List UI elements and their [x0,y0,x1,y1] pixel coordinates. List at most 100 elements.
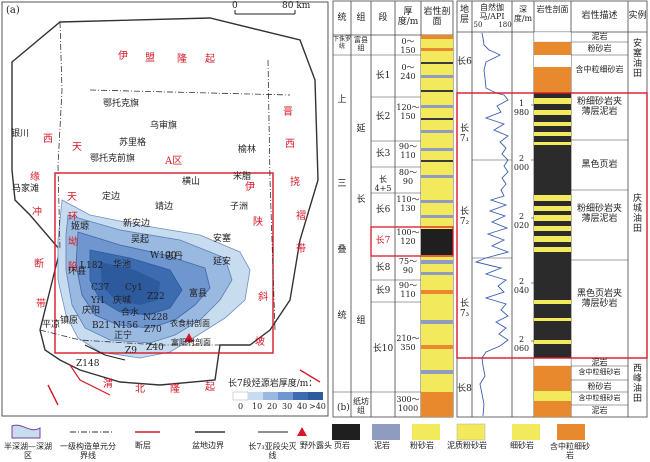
place-zizhou: 子洲 [230,202,249,212]
b-thick-c6: 110～130 [396,195,420,213]
place-qingyang: 庆阳 [82,306,101,316]
legend-fine-sandstone: 细砂岩 [510,441,534,450]
gr-log [474,32,510,417]
place-cy1: Cy1 [125,283,143,293]
legend-symbols [11,423,585,441]
place-yanan: 延安 [213,257,232,267]
legend-siltstone: 粉砂岩 [410,441,434,450]
legend-structural: 一级构造单元分界线 [60,442,116,461]
place-z148: Z148 [76,359,100,369]
place-zhengning: 正宁 [114,331,133,341]
weibei-4: 起 [205,382,215,393]
chongduan-1: 冲 [32,207,42,218]
place-yinchuan: 银川 [11,129,30,139]
c-desc-10: 含中粒细砂岩 [578,394,621,402]
place-jiyuan: 姬塬 [71,222,90,232]
colorbar-tick-0: 0 [238,402,244,411]
c-desc-0: 泥岩 [591,32,608,41]
c-depth-2040: 2 040 [513,277,530,295]
place-majiatan: 马家滩 [12,184,40,194]
tianhuan-3: 坳 [68,237,78,248]
c-depth-2000: 2 000 [513,154,530,172]
c-depth-2020: 2 020 [513,212,530,230]
place-zhenyuan: 镇原 [60,316,79,326]
map-panel-label: (a) [6,5,20,16]
place-etuokeqianqi: 鄂托克前旗 [90,154,136,164]
b-member-c3: 长3 [375,149,391,159]
place-z40: Z40 [146,343,164,353]
west-3: 缘 [30,172,40,183]
b-thick-c10: 210～350 [396,334,420,352]
place-wushenqi: 乌审旗 [150,121,178,131]
b-thick-c3: 90～110 [398,142,418,160]
c-gr-tick-180: 180 [498,21,512,29]
chongduan-2: 断 [34,259,44,270]
c-header-strata: 地层 [459,5,469,25]
place-l182: L182 [80,261,104,271]
place-wuqi: 吴起 [131,235,150,245]
b-series-die: 叠 [337,245,347,255]
scale-zero: 0 [232,1,238,11]
c-desc-8: 含中粒细砂岩 [578,368,621,376]
c-header-example: 实例 [628,11,647,21]
c-header-desc: 岩性描述 [581,11,618,21]
c-desc-3: 粉细砂岩夹薄层泥岩 [576,97,622,117]
b-thick-c1: 0～240 [400,63,416,81]
legend-pinchout: 长7₃亚段尖灭线 [248,442,297,461]
b-thick-zhifang: 300～1000 [396,395,420,413]
place-huachi: 华池 [113,260,132,270]
c-desc-1: 粉砂岩 [587,44,612,53]
place-qingcheng: 庆城 [113,296,132,306]
b-member-c2: 长2 [375,112,391,122]
place-z70: Z70 [144,325,162,335]
c-strata-c71: 长7₁ [459,124,470,144]
jinxi-3: 挠 [290,177,300,188]
weibei-1: 渭 [103,379,113,390]
legend-boundary: 盆地边界 [192,441,224,450]
place-yishicun: 衣食村剖面 [170,319,210,328]
place-etuokeqi: 鄂托克旗 [103,99,140,109]
panel-b: 统 组 段 厚度/m 岩性剖面 下侏罗统 上 三 叠 统 富县组 延 长 组 纸… [332,0,454,420]
b-thick-c9: 90～110 [398,281,418,299]
b-thick-c7: 100～120 [396,228,420,246]
tianhuan-1: 天 [67,192,77,203]
c-desc-6: 黑色页岩夹薄层砂岩 [576,289,622,309]
place-sulige: 苏里格 [119,138,147,148]
place-mizhi: 米脂 [233,172,252,182]
place-fuyangcun: 富阳村剖面 [171,338,211,347]
place-z9: Z9 [125,346,137,356]
b-member-c8: 长8 [375,263,391,273]
place-n228: N228 [143,313,169,323]
c-strata-c73: 长7₃ [459,299,470,319]
c-header-depth: 深度/m [513,5,533,23]
colorbar-tick-30: 30 [282,402,293,411]
weibei-2: 北 [135,384,145,395]
b-series-shang: 上 [337,95,347,105]
legend-outcrop: 野外露头 [300,441,332,450]
b-thick-c8: 75～90 [398,257,418,275]
place-b21: B21 [92,321,111,331]
b-form-fuxian: 富县组 [354,36,368,52]
scale-distance: 80 km [282,1,311,11]
b-member-c6: 长6 [375,205,391,215]
source-contour-5 [100,262,160,305]
place-yulin: 榆林 [238,145,257,155]
legend-mudstone: 泥岩 [374,441,390,450]
yimeng-3: 隆 [177,54,187,65]
b-member-c1: 长1 [375,71,391,81]
c-header-gr: 自然伽马/API [479,3,505,21]
place-yi1: Yi1 [91,296,106,306]
colorbar-tick-10: 10 [252,402,263,411]
tianhuan-4: 陷 [68,262,78,273]
c-example-xifeng: 西峰油田 [632,364,642,404]
b-header-thickness: 厚度/m [397,7,419,27]
jinxi-4: 褶 [296,211,306,222]
c-header-litho: 岩性剖面 [536,5,569,14]
map-panel: (a) 0 80 km 伊 盟 隆 起 西 天 缘 晋 西 挠 褶 带 渭 北 … [0,0,330,420]
legend-deep-lake: 半深湖—深湖区 [4,442,52,461]
c-example-qingcheng: 庆城油田 [632,194,642,234]
c-depth-1980: 1 980 [513,99,530,117]
west-2: 天 [72,142,82,153]
yimeng-2: 盟 [145,53,155,64]
c-strata-c8: 长8 [457,384,472,394]
